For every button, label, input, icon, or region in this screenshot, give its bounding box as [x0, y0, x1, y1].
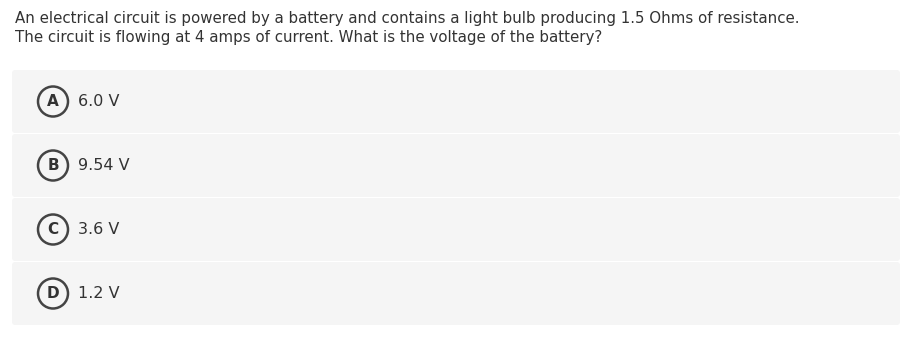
- Text: 9.54 V: 9.54 V: [78, 158, 129, 173]
- FancyBboxPatch shape: [12, 134, 899, 197]
- Text: The circuit is flowing at 4 amps of current. What is the voltage of the battery?: The circuit is flowing at 4 amps of curr…: [15, 30, 601, 45]
- FancyBboxPatch shape: [12, 262, 899, 325]
- Text: 6.0 V: 6.0 V: [78, 94, 119, 109]
- Text: An electrical circuit is powered by a battery and contains a light bulb producin: An electrical circuit is powered by a ba…: [15, 11, 799, 26]
- Text: 1.2 V: 1.2 V: [78, 286, 119, 301]
- Text: B: B: [47, 158, 58, 173]
- Text: D: D: [46, 286, 59, 301]
- FancyBboxPatch shape: [12, 198, 899, 261]
- FancyBboxPatch shape: [12, 70, 899, 133]
- Text: C: C: [47, 222, 58, 237]
- Text: 3.6 V: 3.6 V: [78, 222, 119, 237]
- Text: A: A: [47, 94, 59, 109]
